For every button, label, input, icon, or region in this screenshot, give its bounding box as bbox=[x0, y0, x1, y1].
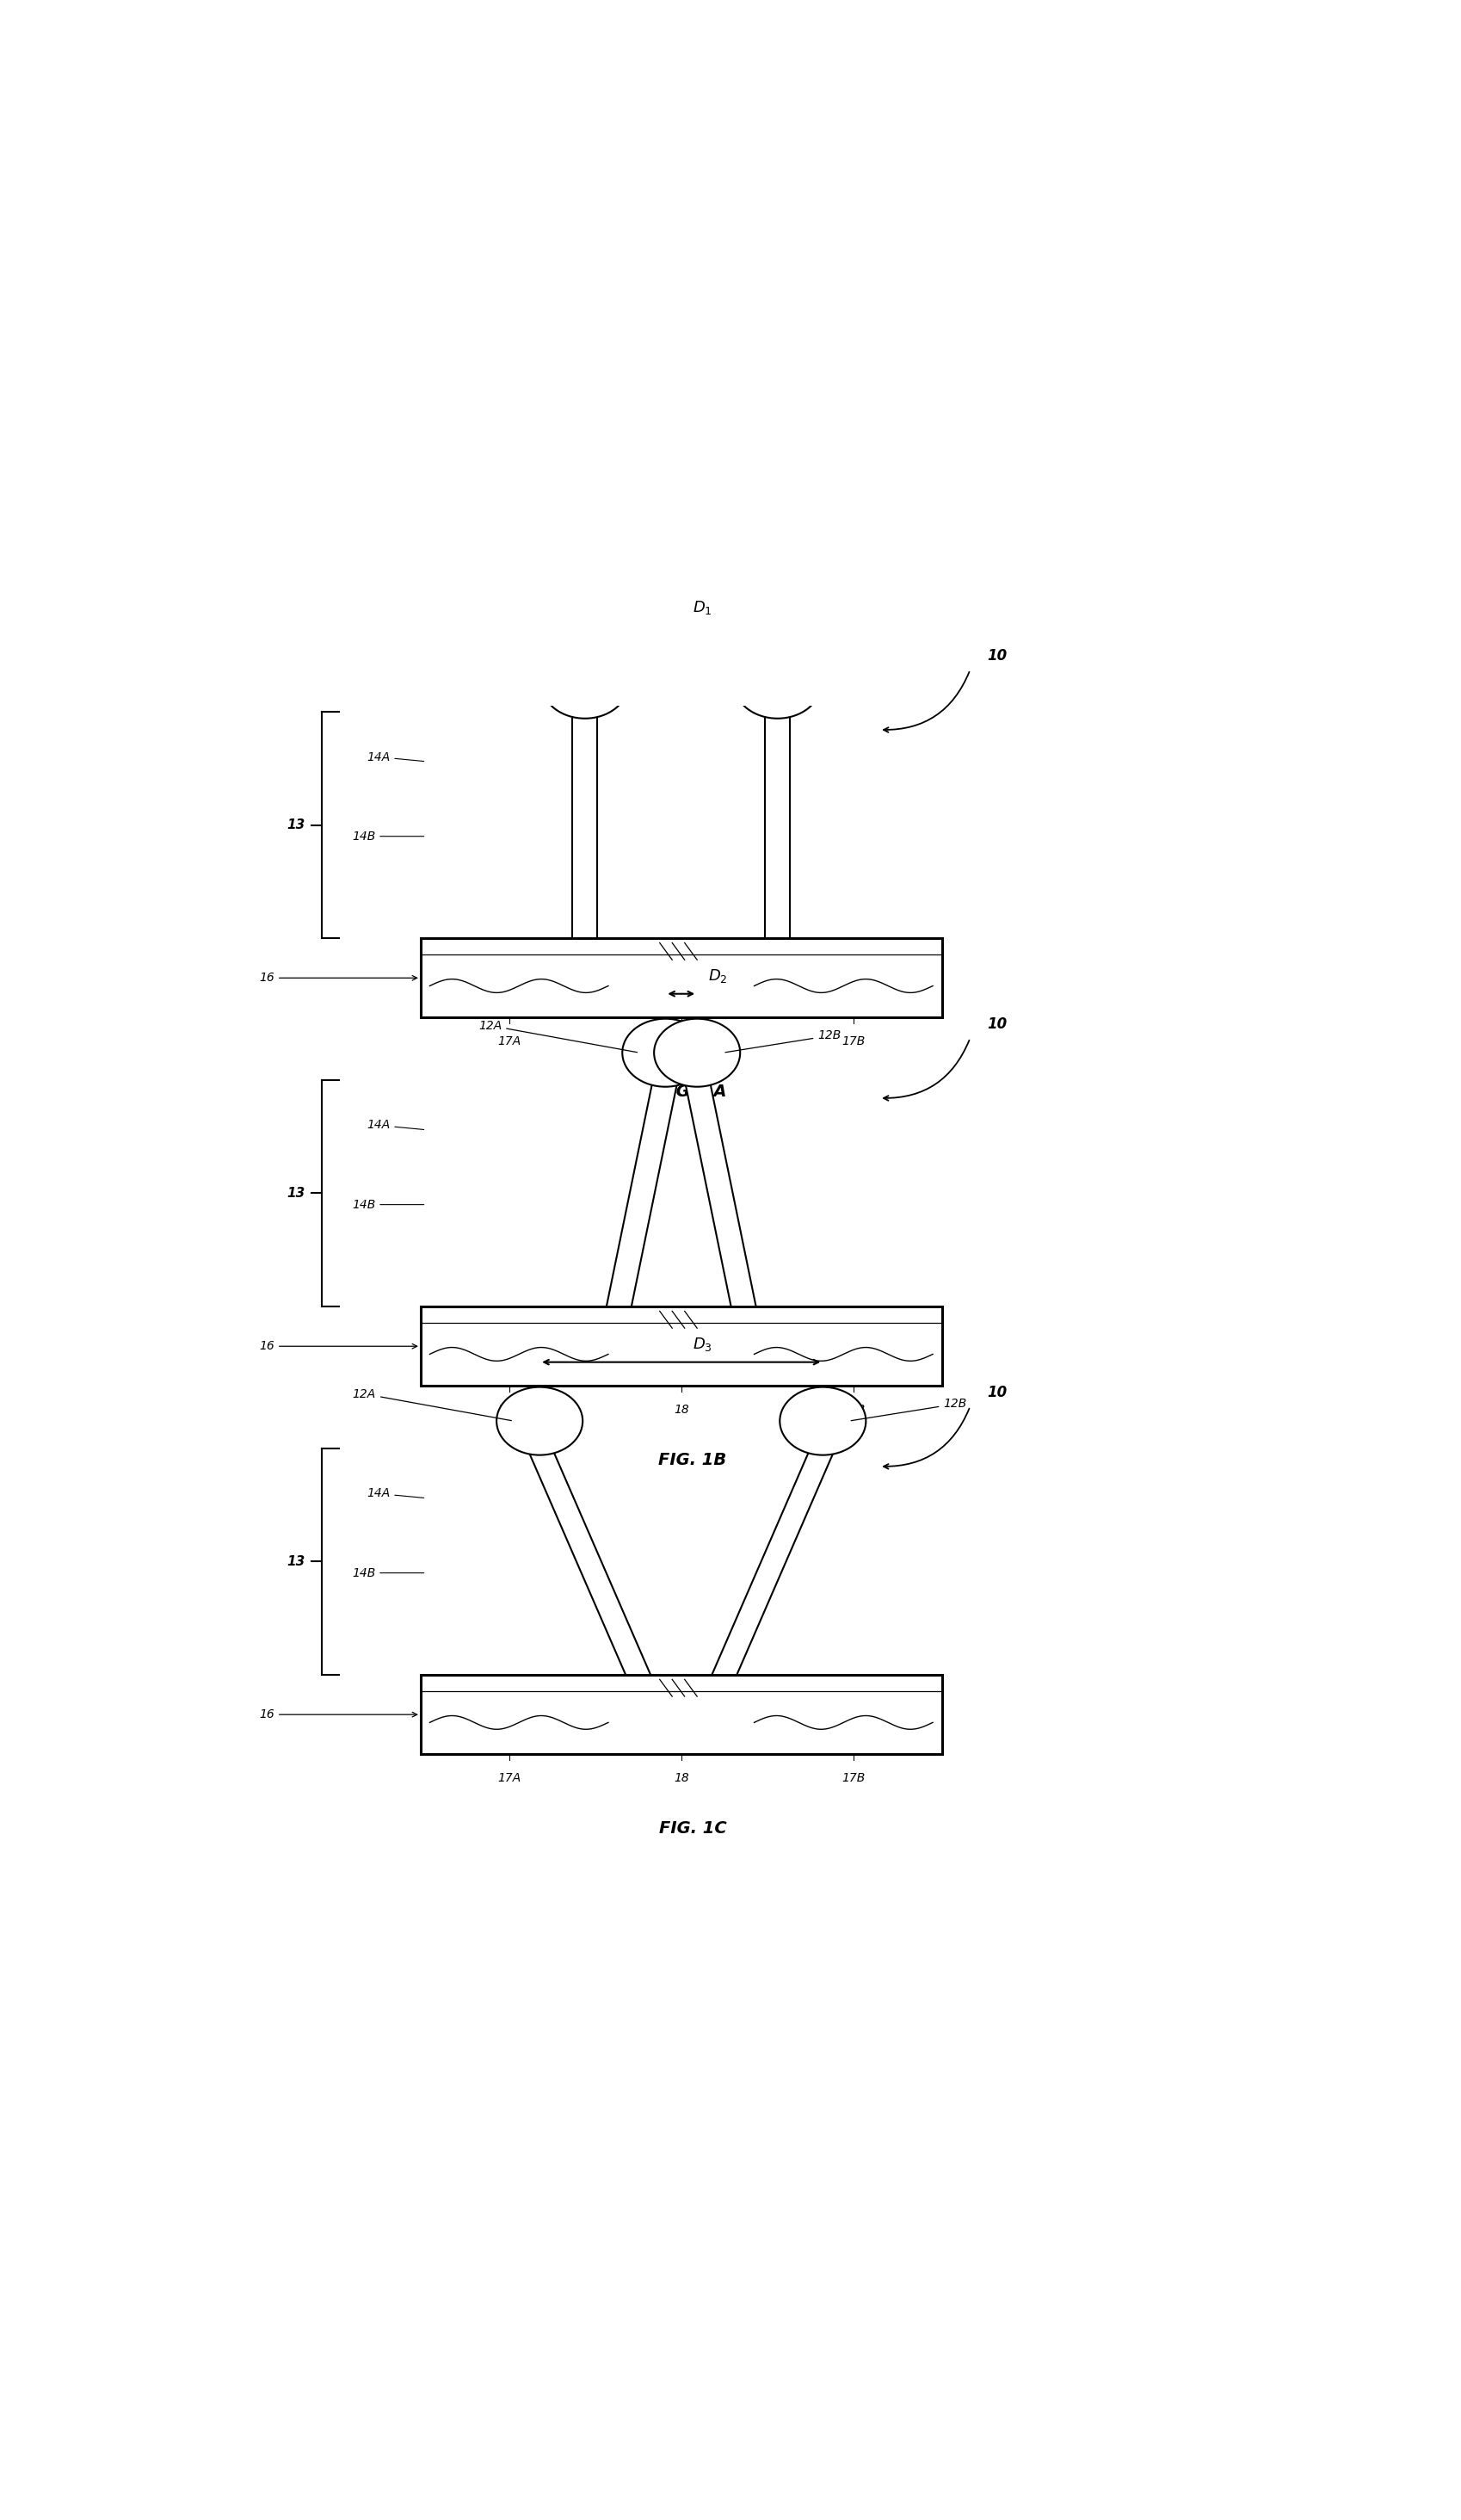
Text: FIG. 1A: FIG. 1A bbox=[657, 1084, 726, 1099]
Text: 10: 10 bbox=[986, 1016, 1007, 1033]
Text: 17B: 17B bbox=[842, 1036, 865, 1048]
Text: 16: 16 bbox=[259, 1341, 416, 1353]
Text: $D_3$: $D_3$ bbox=[693, 1336, 712, 1353]
Bar bbox=[421, 1305, 941, 1386]
Text: $D_1$: $D_1$ bbox=[693, 600, 712, 617]
Text: 12B: 12B bbox=[725, 1031, 840, 1053]
Text: 12A: 12A bbox=[478, 1021, 637, 1053]
Polygon shape bbox=[573, 711, 598, 937]
Text: 16: 16 bbox=[259, 973, 416, 983]
Text: 17B: 17B bbox=[842, 1404, 865, 1416]
Text: 12B: 12B bbox=[850, 1399, 966, 1421]
Text: 14B: 14B bbox=[352, 1567, 424, 1580]
Ellipse shape bbox=[653, 1018, 739, 1086]
Text: 18: 18 bbox=[674, 1404, 688, 1416]
Text: 10: 10 bbox=[986, 648, 1007, 663]
Ellipse shape bbox=[779, 1386, 865, 1454]
Text: 13: 13 bbox=[286, 1555, 305, 1567]
Text: 18: 18 bbox=[674, 1772, 688, 1784]
Polygon shape bbox=[684, 1081, 755, 1305]
Text: 14A: 14A bbox=[367, 751, 424, 764]
Polygon shape bbox=[712, 1449, 834, 1676]
Text: 13: 13 bbox=[286, 819, 305, 832]
Text: FIG. 1B: FIG. 1B bbox=[657, 1452, 726, 1469]
Ellipse shape bbox=[542, 650, 628, 718]
Ellipse shape bbox=[733, 650, 820, 718]
Text: 12A: 12A bbox=[352, 1389, 511, 1421]
Text: 14A: 14A bbox=[367, 1487, 424, 1499]
Text: 17A: 17A bbox=[497, 1404, 520, 1416]
Text: 16: 16 bbox=[259, 1709, 416, 1721]
Polygon shape bbox=[764, 711, 789, 937]
Bar bbox=[421, 1676, 941, 1754]
Text: 14B: 14B bbox=[352, 1200, 424, 1210]
Text: 17A: 17A bbox=[497, 1036, 520, 1048]
Text: 13: 13 bbox=[286, 1187, 305, 1200]
Bar bbox=[421, 937, 941, 1018]
Text: $D_2$: $D_2$ bbox=[709, 968, 728, 985]
Text: 18: 18 bbox=[674, 1036, 688, 1048]
Polygon shape bbox=[527, 1449, 650, 1676]
Text: 10: 10 bbox=[986, 1386, 1007, 1401]
Ellipse shape bbox=[622, 1018, 709, 1086]
Polygon shape bbox=[606, 1081, 678, 1305]
Ellipse shape bbox=[497, 1386, 583, 1454]
Text: FIG. 1C: FIG. 1C bbox=[659, 1819, 726, 1837]
Text: 14A: 14A bbox=[367, 1119, 424, 1131]
Text: 17A: 17A bbox=[497, 1772, 520, 1784]
Text: 17B: 17B bbox=[842, 1772, 865, 1784]
Text: 14B: 14B bbox=[352, 829, 424, 842]
